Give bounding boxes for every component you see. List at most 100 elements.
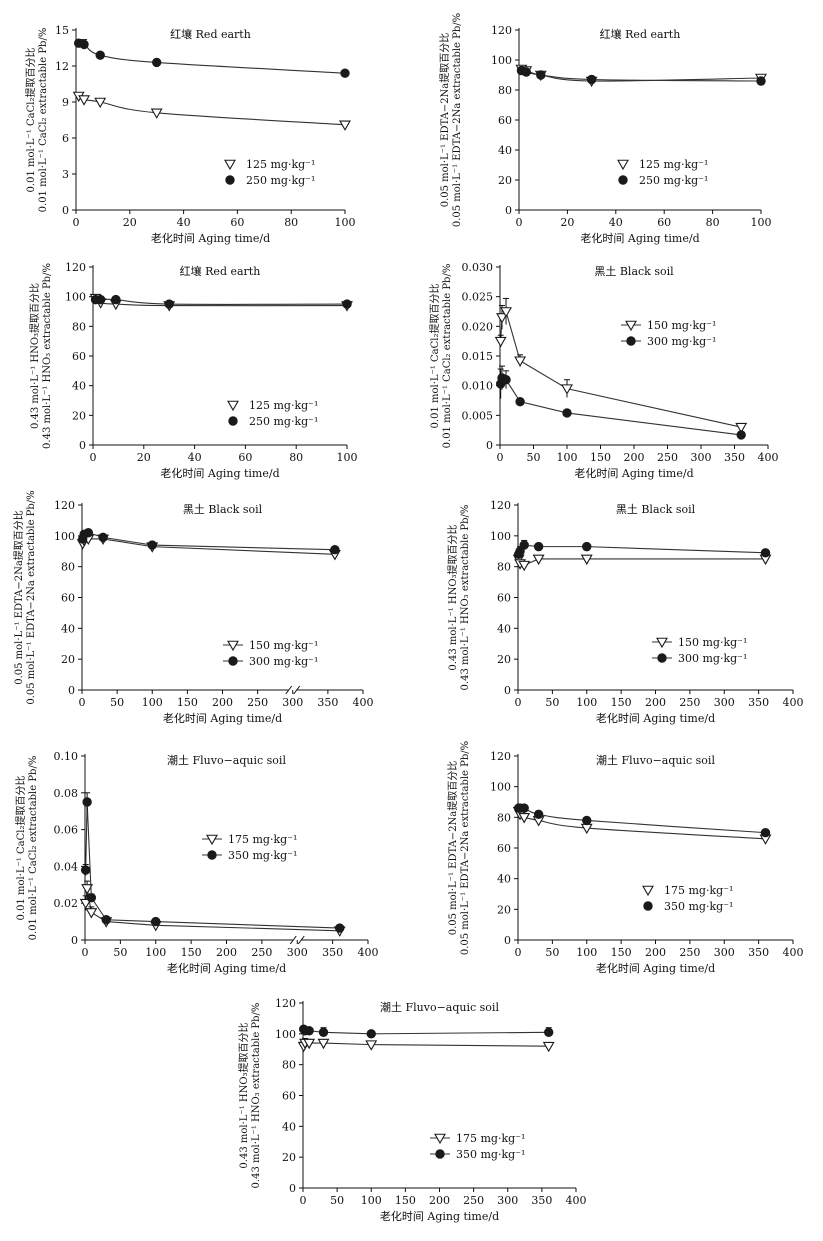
y-tick-label: 0 — [289, 1182, 296, 1195]
legend-label: 150 mg·kg⁻¹ — [647, 319, 716, 332]
legend-entry: 125 mg·kg⁻¹ — [617, 158, 708, 171]
series-high-dose — [513, 803, 771, 838]
data-point — [101, 915, 111, 925]
data-point — [79, 898, 92, 910]
y-tick-label: 100 — [491, 54, 512, 67]
x-axis-label: 老化时间 Aging time/d — [574, 466, 693, 480]
y-tick-label: 120 — [490, 750, 511, 763]
x-tick-label: 150 — [177, 696, 198, 709]
legend-marker — [227, 400, 239, 412]
y-tick-label: 12 — [55, 60, 69, 73]
y-tick-label: 0 — [62, 204, 69, 217]
series-high-dose — [90, 294, 352, 309]
data-point — [98, 532, 108, 543]
series-high-dose — [495, 365, 746, 440]
legend-marker — [206, 834, 218, 846]
data-point — [532, 554, 545, 566]
x-tick-label: 200 — [429, 1194, 450, 1207]
y-tick-label: 60 — [497, 592, 511, 605]
series-high-dose — [78, 528, 340, 555]
series-high-dose — [81, 792, 345, 933]
legend-entry: 250 mg·kg⁻¹ — [618, 174, 708, 187]
legend-label: 150 mg·kg⁻¹ — [249, 639, 318, 652]
data-point — [494, 336, 507, 348]
chart-title: 黑土 Black soil — [594, 265, 674, 278]
x-axis-label: 老化时间 Aging time/d — [580, 231, 699, 245]
y-tick-label: 100 — [54, 530, 75, 543]
x-tick-label: 350 — [748, 696, 769, 709]
x-tick-label: 20 — [123, 216, 137, 229]
y-axis-label: 0.43 mol·L⁻¹ HNO₃提取百分比 — [447, 524, 459, 670]
data-point — [736, 430, 746, 440]
y-tick-label: 0 — [504, 684, 511, 697]
x-tick-label: 0 — [79, 696, 86, 709]
y-tick-label: 0.02 — [54, 897, 79, 910]
y-tick-label: 0.010 — [462, 380, 494, 393]
y-axis-label: 0.43 mol·L⁻¹ HNO₃提取百分比 — [238, 1022, 250, 1168]
x-tick-label: 200 — [624, 451, 645, 464]
data-point — [164, 299, 174, 309]
legend-entry: 125 mg·kg⁻¹ — [224, 158, 315, 171]
y-tick-label: 40 — [497, 622, 511, 635]
legend-marker — [225, 175, 235, 185]
data-point — [339, 120, 351, 131]
x-tick-label: 200 — [645, 696, 666, 709]
x-tick-label: 350 — [322, 946, 343, 959]
data-point — [515, 396, 525, 407]
y-tick-label: 40 — [72, 380, 86, 393]
x-tick-label: 60 — [657, 216, 671, 229]
y-axis-label: 0.05 mol·L⁻¹ EDTA−2Na提取百分比 — [13, 510, 25, 685]
x-axis-label: 老化时间 Aging time/d — [163, 711, 282, 725]
axis-break-mark — [297, 935, 305, 945]
legend-marker — [434, 1133, 446, 1145]
x-tick-label: 80 — [284, 216, 298, 229]
chart-panel-7: 0 0.02 0.04 0.06 0.08 0.10 0 50 100 150 200 250 300 3… — [15, 750, 379, 975]
y-axis-label: 0.01 mol·L⁻¹ CaCl₂提取百分比 — [429, 284, 441, 429]
data-point — [501, 375, 511, 385]
legend-marker — [618, 175, 628, 185]
legend-entry: 250 mg·kg⁻¹ — [225, 174, 315, 187]
legend-entry: 175 mg·kg⁻¹ — [202, 833, 297, 846]
legend-label: 350 mg·kg⁻¹ — [456, 1148, 525, 1161]
y-tick-label: 15 — [55, 24, 69, 37]
data-point — [519, 803, 529, 813]
y-tick-label: 0 — [505, 204, 512, 217]
y-tick-label: 20 — [61, 653, 75, 666]
data-point — [521, 67, 531, 77]
series-line — [78, 95, 346, 126]
y-tick-label: 0.015 — [462, 350, 494, 363]
x-axis-label: 老化时间 Aging time/d — [160, 466, 279, 480]
y-tick-label: 40 — [497, 873, 511, 886]
axis-break-mark — [285, 685, 293, 695]
legend-label: 175 mg·kg⁻¹ — [228, 833, 297, 846]
legend-entry: 150 mg·kg⁻¹ — [621, 319, 716, 332]
legend-entry: 125 mg·kg⁻¹ — [227, 399, 318, 412]
data-point — [561, 384, 573, 395]
chart-title: 红壤 Red earth — [180, 264, 261, 278]
chart-title: 潮土 Fluvo−aquic soil — [596, 753, 715, 767]
series-line — [518, 810, 766, 840]
x-tick-label: 300 — [287, 946, 308, 959]
legend-label: 125 mg·kg⁻¹ — [639, 158, 708, 171]
x-tick-label: 0 — [300, 1194, 307, 1207]
legend-marker — [435, 1149, 445, 1159]
y-axis-label: 0.01 mol·L⁻¹ CaCl₂ extractable Pb/% — [28, 756, 39, 941]
chart-panel-4: 0 0.005 0.010 0.015 0.020 0.025 0.030 0 50 100 150… — [429, 261, 779, 480]
y-tick-label: 9 — [62, 96, 69, 109]
x-tick-label: 300 — [714, 696, 735, 709]
series-low-dose — [89, 293, 353, 312]
y-tick-label: 100 — [490, 781, 511, 794]
data-point — [760, 548, 771, 558]
x-tick-label: 200 — [212, 696, 233, 709]
x-tick-label: 300 — [691, 451, 712, 464]
data-point — [151, 916, 161, 927]
chart-panel-1: 0 3 6 9 12 15 0 20 40 60 80 100 红壤 Red earth 老化时间 Agi… — [25, 24, 356, 245]
series-line — [303, 1028, 549, 1035]
x-tick-label: 150 — [181, 946, 202, 959]
series-line — [85, 888, 340, 932]
chart-title: 潮土 Fluvo−aquic soil — [167, 753, 286, 767]
data-point — [760, 827, 771, 838]
y-axis-label: 0.43 mol·L⁻¹ HNO₃提取百分比 — [29, 283, 41, 429]
x-tick-label: 60 — [238, 451, 252, 464]
data-point — [304, 1026, 314, 1036]
